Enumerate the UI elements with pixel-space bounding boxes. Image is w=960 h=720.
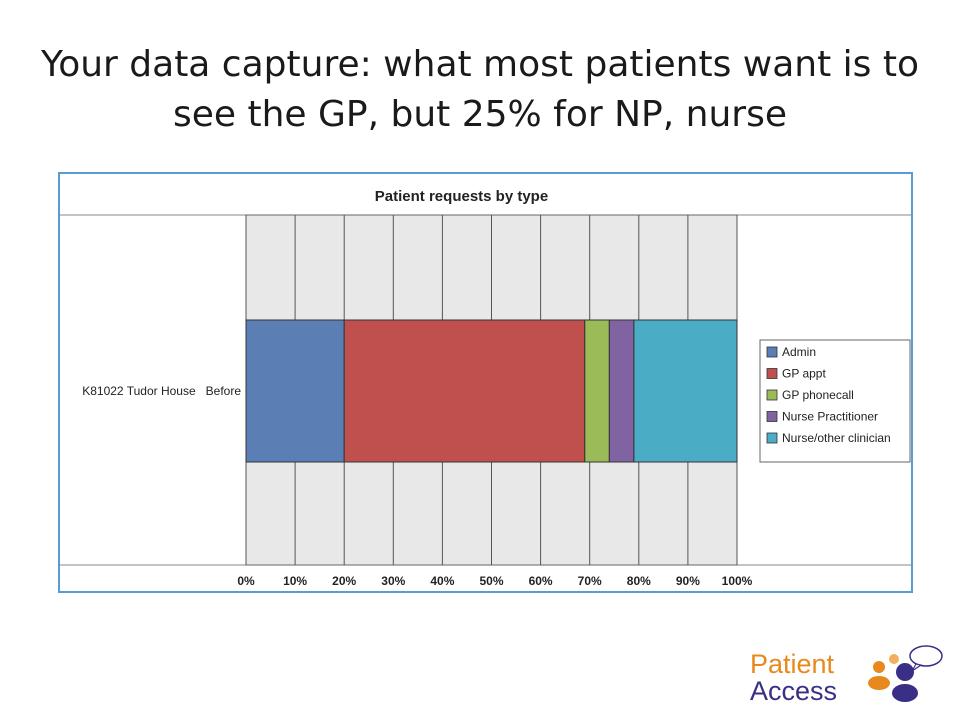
slide-title-line-1: Your data capture: what most patients wa… [40, 44, 919, 85]
legend-label: Nurse/other clinician [782, 431, 891, 445]
stacked-bar-chart: Patient requests by type K81022 Tudor Hou… [60, 188, 911, 588]
bar-nurse-practitioner [608, 319, 635, 463]
logo-text: Patient Access [750, 651, 837, 705]
x-tick-label: 40% [430, 574, 454, 588]
logo-word-access: Access [750, 676, 838, 706]
people-speech-icon [868, 645, 943, 702]
x-tick-label: 100% [722, 574, 753, 588]
x-tick-label: 60% [529, 574, 553, 588]
legend-swatch [766, 411, 778, 422]
chart-frame: Patient requests by type K81022 Tudor Hou… [58, 172, 913, 593]
slide-title-line-2: see the GP, but 25% for NP, nurse [172, 94, 787, 135]
legend-label: Nurse Practitioner [782, 410, 878, 424]
bar-gp-phonecall [584, 319, 610, 463]
bar-nurse-other-clinician [633, 319, 738, 463]
legend-swatch [766, 368, 778, 379]
x-tick-label: 10% [283, 574, 307, 588]
x-tick-label: 30% [381, 574, 405, 588]
patient-access-logo: Patient Access [748, 645, 948, 715]
bar-admin [245, 319, 345, 463]
legend-label: GP phonecall [782, 388, 854, 402]
x-tick-label: 50% [479, 574, 503, 588]
x-tick-label: 70% [578, 574, 602, 588]
legend-box [759, 339, 911, 463]
legend-label: Admin [782, 345, 816, 359]
logo-word-patient: Patient [750, 649, 835, 679]
x-tick-label: 80% [627, 574, 651, 588]
x-tick-label: 20% [332, 574, 356, 588]
slide-title: Your data capture: what most patients wa… [0, 40, 960, 140]
x-tick-label: 90% [676, 574, 700, 588]
chart-title: Patient requests by type [375, 188, 548, 205]
x-tick-label: 0% [237, 574, 255, 588]
legend-swatch [766, 346, 778, 358]
legend-label: GP appt [782, 367, 826, 381]
bar-gp-appt [343, 319, 586, 463]
legend-swatch [766, 432, 778, 444]
category-label: K81022 Tudor House Before [82, 384, 241, 398]
legend-swatch [766, 389, 778, 401]
